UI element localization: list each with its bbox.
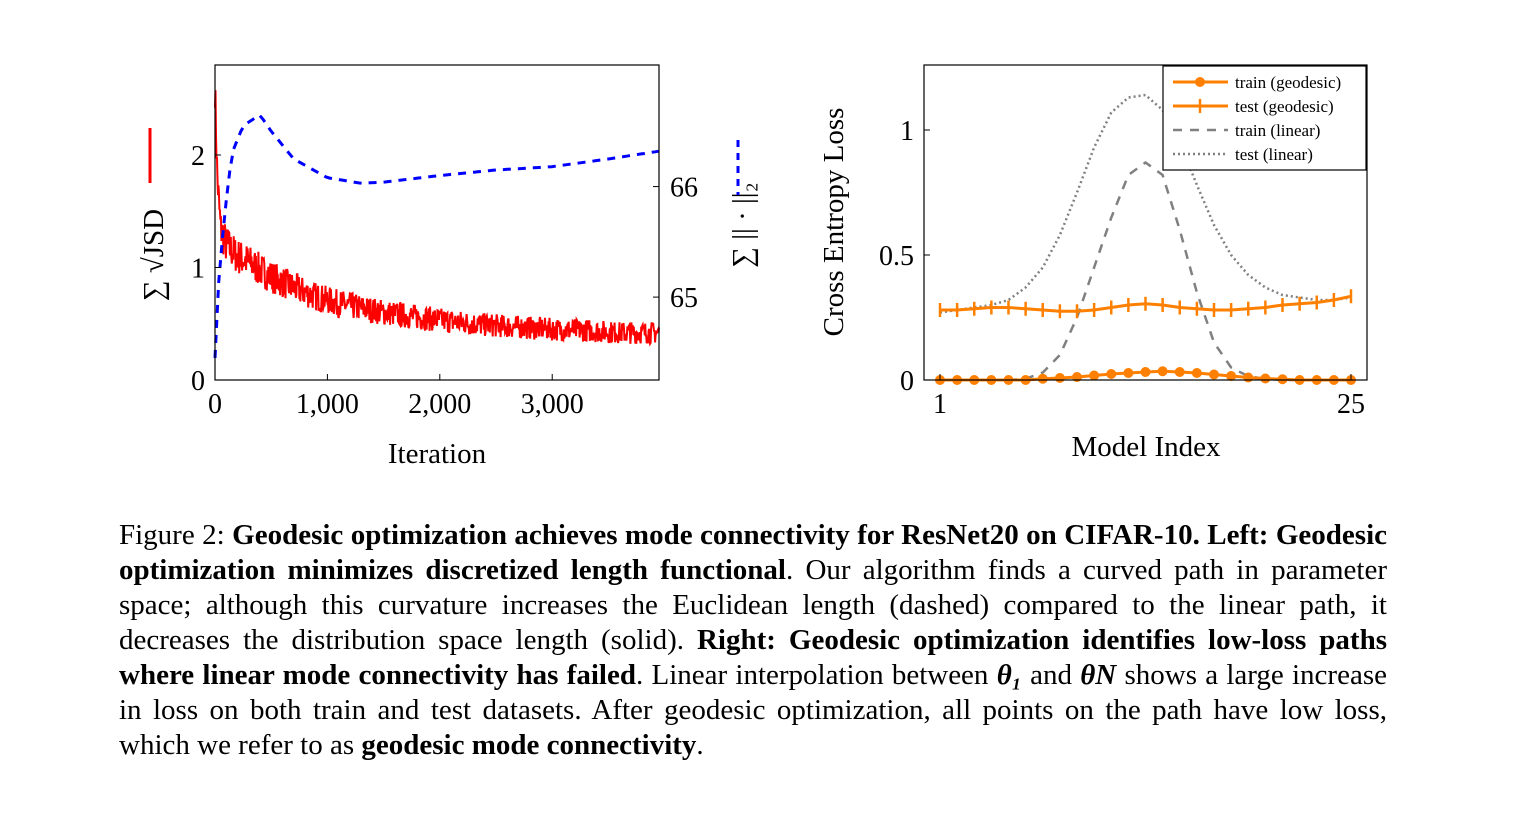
caption-bold-title: Geodesic optimization achieves mode conn… — [119, 519, 1388, 586]
data-point — [1191, 368, 1202, 378]
left-y-tick-label: 1 — [191, 254, 205, 285]
left-x-tick-label: 1,000 — [296, 389, 359, 420]
left-plot: 0 1,000 2,000 3,000 0 1 2 65 66 Iteration ∑ √JSD… — [138, 64, 759, 470]
right-x-axis-label: Model Index — [1072, 431, 1221, 463]
legend-label: test (linear) — [1235, 145, 1313, 164]
data-point — [1089, 370, 1100, 381]
data-point — [1174, 367, 1185, 377]
legend-label: train (linear) — [1235, 121, 1320, 140]
caption-theta-n: θN — [1080, 659, 1117, 691]
legend-entry: train (geodesic) — [1173, 73, 1341, 92]
caption-text-3: and — [1021, 659, 1081, 691]
data-point — [1260, 373, 1271, 384]
caption-text-4: shows a large increase in loss on both t… — [119, 659, 1387, 761]
data-point — [1209, 369, 1219, 380]
caption-text-5: . — [696, 729, 704, 761]
right-plot-y-tick-label: 1 — [900, 116, 914, 147]
left-x-tick-label: 3,000 — [521, 389, 584, 420]
caption-prefix: Figure 2: — [119, 519, 233, 551]
right-plot-y-tick-label: 0 — [900, 366, 914, 397]
right-x-tick-label: 1 — [933, 389, 947, 420]
right-plot-y-tick-label: 0.5 — [879, 241, 914, 272]
right-y-tick-label: 65 — [670, 283, 698, 314]
legend-entry: test (geodesic) — [1173, 97, 1334, 116]
caption-text-2: . Linear interpolation between — [635, 659, 997, 691]
legend: train (geodesic) test (geodesic) train (li… — [1162, 65, 1367, 171]
data-point — [1054, 373, 1065, 383]
data-point — [1140, 367, 1151, 377]
legend-entry: train (linear) — [1173, 121, 1320, 140]
left-plot-frame — [214, 64, 660, 381]
data-point — [1226, 371, 1237, 381]
left-x-tick-label: 2,000 — [408, 389, 471, 420]
series-test-geodesic- — [938, 289, 1353, 319]
caption-bold-geodesic: geodesic mode connectivity — [361, 729, 697, 761]
caption-theta-1: θ₁ — [996, 659, 1022, 691]
series-train-linear- — [940, 160, 1351, 382]
left-x-tick-label: 0 — [208, 389, 222, 420]
data-point — [1157, 366, 1168, 377]
figure-caption: Figure 2: Geodesic optimization achieves… — [119, 518, 1387, 763]
data-point — [1243, 372, 1254, 383]
series-line — [940, 160, 1351, 382]
right-plot-frame — [923, 64, 1368, 381]
left-x-axis-label: Iteration — [388, 438, 487, 470]
legend-entry: test (linear) — [1173, 145, 1313, 164]
legend-marker — [1195, 77, 1205, 87]
euclidean-length-series-line — [213, 113, 660, 358]
series-line — [939, 93, 1352, 314]
jsd-series-line — [214, 90, 660, 347]
left-y-axis-label: ∑ √JSD — [138, 209, 170, 301]
series-train-geodesic- — [935, 366, 1356, 385]
data-point — [1037, 373, 1048, 384]
legend-label: train (geodesic) — [1235, 73, 1341, 92]
right-y-axis-label: ∑ || · ||₂ — [727, 182, 759, 267]
data-point — [1106, 369, 1117, 379]
left-y-tick-label: 0 — [191, 366, 205, 397]
right-x-tick-label: 25 — [1337, 389, 1365, 420]
data-point — [1123, 368, 1134, 378]
right-plot-y-axis-label: Cross Entropy Loss — [818, 108, 850, 337]
series-test-linear- — [939, 93, 1352, 314]
caption-text-1: . Our algorithm finds a curved path in p… — [119, 554, 1387, 656]
caption-bold-right: Right: Geodesic optimization identifies … — [119, 624, 1387, 691]
left-y-tick-label: 2 — [191, 141, 205, 172]
data-point — [1277, 374, 1288, 385]
right-y-tick-label: 66 — [670, 173, 698, 204]
legend-label: test (geodesic) — [1235, 97, 1334, 116]
